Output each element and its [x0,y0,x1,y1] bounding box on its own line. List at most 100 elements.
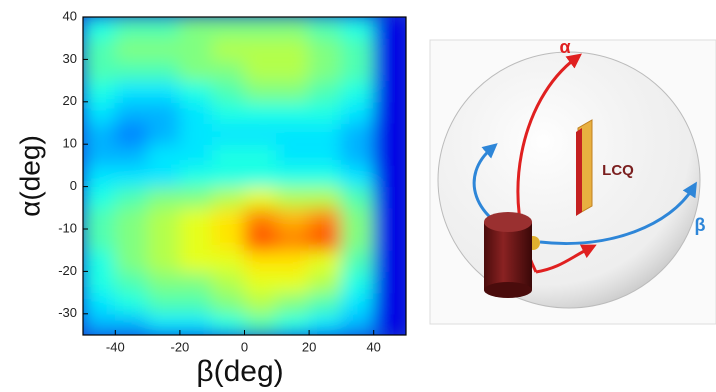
heat-cell [308,228,342,251]
heat-cell [211,101,245,124]
heat-cell [147,164,181,188]
heat-cell [373,164,406,188]
heat-cell [244,37,278,60]
heat-cell [373,270,406,294]
heat-cell [340,292,375,315]
y-tick-label: 30 [63,51,77,66]
heat-cell [179,292,213,315]
heat-cell [244,122,278,145]
heat-cell [373,101,406,124]
heat-cell [147,186,181,209]
heat-cell [179,17,213,39]
heat-cell [179,249,213,272]
heat-cell [340,186,375,209]
heat-cell [114,80,149,103]
heat-cell [308,143,342,166]
heat-cell [211,270,245,294]
heat-cell [147,101,181,124]
heat-cell [83,37,116,60]
heat-cell [211,249,245,272]
heat-cell [308,207,342,230]
cylinder-bottom [484,282,532,298]
alpha-arc-lower [535,244,597,274]
heat-cell [373,292,406,315]
heat-cell [179,207,213,230]
heat-cell [83,313,116,335]
heat-cell [244,292,278,315]
heat-cell [83,228,116,251]
heat-cell [276,122,310,145]
heat-cell [340,143,375,166]
heat-cell [373,186,406,209]
heat-cell [373,80,406,103]
x-tick-label: 40 [366,339,380,354]
heat-cell [244,313,278,335]
heat-cell [308,270,342,294]
heat-cell [373,313,406,335]
heat-cell [276,17,310,39]
x-tick-label: 20 [302,339,316,354]
y-tick-label: -10 [58,220,77,235]
heat-cell [373,17,406,39]
y-tick-label: 10 [63,136,77,151]
heat-cell [244,207,278,230]
heat-cell [308,292,342,315]
heat-cell [83,207,116,230]
heat-cell [147,313,181,335]
y-tick-label: 0 [70,178,77,193]
heatmap-cells [83,17,406,335]
sample-label: LCQ [602,162,634,179]
heat-cell [179,228,213,251]
heat-cell [114,270,149,294]
y-tick-label: 20 [63,93,77,108]
heat-cell [244,101,278,124]
x-tick-label: 0 [241,339,248,354]
heat-cell [373,58,406,82]
heat-cell [179,313,213,335]
heatmap [83,17,406,335]
heat-cell [179,270,213,294]
heat-cell [114,292,149,315]
heat-cell [308,101,342,124]
heat-cell [211,207,245,230]
heat-cell [244,186,278,209]
heat-cell [83,270,116,294]
heat-cell [244,80,278,103]
heat-cell [147,228,181,251]
heat-cell [211,37,245,60]
heat-cell [114,122,149,145]
heat-cell [373,207,406,230]
y-axis-label: α(deg) [14,135,45,217]
heat-cell [276,186,310,209]
heat-cell [340,313,375,335]
heat-cell [276,143,310,166]
heat-cell [373,228,406,251]
heat-cell [373,249,406,272]
diagram: α β LCQ [429,37,716,325]
heat-cell [308,37,342,60]
heat-cell [147,292,181,315]
heat-cell [244,270,278,294]
heat-cell [147,143,181,166]
y-tick-label: 40 [63,8,77,23]
x-tick-label: -40 [106,339,125,354]
heat-cell [340,17,375,39]
y-tick-label: -20 [58,263,77,278]
heat-cell [179,37,213,60]
heat-cell [114,17,149,39]
heat-cell [340,101,375,124]
heat-cell [340,249,375,272]
heat-cell [147,17,181,39]
heat-cell [244,249,278,272]
beta-arc-right [539,181,697,245]
heat-cell [147,249,181,272]
heat-cell [211,122,245,145]
heat-cell [114,37,149,60]
heat-cell [114,228,149,251]
heat-cell [211,228,245,251]
x-axis-label: β(deg) [196,355,283,388]
heat-cell [340,58,375,82]
heat-cell [276,270,310,294]
heat-cell [83,143,116,166]
